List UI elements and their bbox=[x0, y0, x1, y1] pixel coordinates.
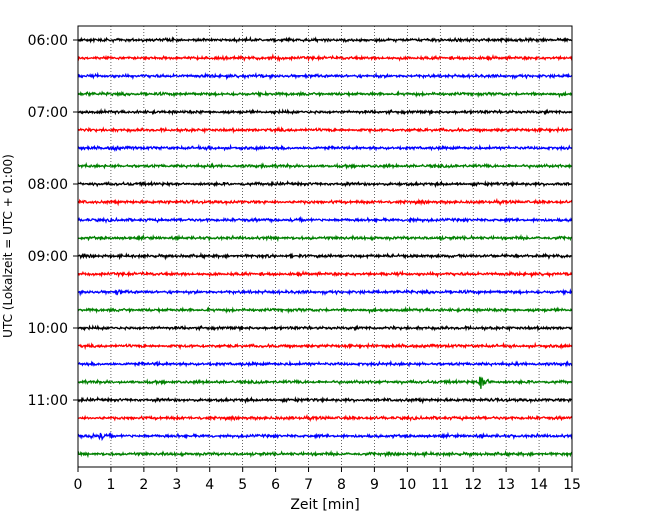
y-axis-label: UTC (Lokalzeit = UTC + 01:00) bbox=[1, 154, 15, 338]
y-axis-ticks: 06:00 07:00 08:00 09:00 10:00 11:00 bbox=[28, 33, 78, 409]
trace-0800 bbox=[77, 180, 573, 189]
trace-0845 bbox=[77, 233, 573, 243]
x-tick-label: 9 bbox=[370, 477, 379, 493]
x-tick-label: 7 bbox=[304, 477, 313, 493]
trace-0830 bbox=[77, 215, 573, 224]
plot-background bbox=[78, 26, 572, 467]
x-tick-label: 11 bbox=[431, 477, 449, 493]
seismogram-traces bbox=[77, 35, 573, 459]
x-tick-label: 12 bbox=[464, 477, 482, 493]
trace-1000 bbox=[77, 324, 573, 333]
trace-0700 bbox=[77, 107, 573, 117]
trace-0630 bbox=[77, 71, 573, 81]
trace-0815 bbox=[77, 197, 573, 207]
plot-frame bbox=[77, 25, 573, 468]
x-tick-label: 14 bbox=[530, 477, 548, 493]
x-axis-label: Zeit [min] bbox=[290, 497, 359, 513]
x-tick-label: 8 bbox=[337, 477, 346, 493]
trace-0615 bbox=[77, 53, 573, 63]
x-tick-label: 2 bbox=[139, 477, 148, 493]
y-tick-label: 10:00 bbox=[28, 321, 68, 337]
trace-1030 bbox=[77, 359, 573, 368]
y-tick-label: 09:00 bbox=[28, 249, 68, 265]
trace-0600 bbox=[77, 35, 573, 44]
y-tick-label: 07:00 bbox=[28, 105, 68, 121]
trace-0930 bbox=[77, 288, 573, 297]
trace-0915 bbox=[77, 269, 573, 279]
trace-0745 bbox=[77, 161, 573, 170]
trace-1145 bbox=[77, 449, 573, 459]
x-axis-ticks: 0 1 2 3 4 5 6 7 8 9 10 11 12 13 14 15 bbox=[74, 467, 581, 493]
y-tick-label: 06:00 bbox=[28, 33, 68, 49]
y-tick-label: 08:00 bbox=[28, 177, 68, 193]
x-tick-label: 4 bbox=[205, 477, 214, 493]
x-tick-label: 3 bbox=[172, 477, 181, 493]
y-tick-label: 11:00 bbox=[28, 393, 68, 409]
trace-0730 bbox=[77, 143, 573, 153]
trace-0715 bbox=[77, 126, 573, 135]
x-tick-label: 1 bbox=[106, 477, 115, 493]
x-tick-label: 0 bbox=[74, 477, 83, 493]
x-tick-label: 6 bbox=[271, 477, 280, 493]
trace-1015 bbox=[77, 341, 573, 351]
trace-1115 bbox=[77, 413, 573, 422]
x-tick-label: 10 bbox=[398, 477, 416, 493]
trace-0945 bbox=[77, 305, 573, 315]
trace-0645 bbox=[77, 89, 573, 99]
trace-1130 bbox=[77, 431, 573, 442]
x-tick-label: 13 bbox=[497, 477, 515, 493]
x-tick-label: 15 bbox=[563, 477, 581, 493]
trace-1100 bbox=[77, 396, 573, 405]
trace-0900 bbox=[77, 251, 573, 261]
x-tick-label: 5 bbox=[238, 477, 247, 493]
trace-1045 bbox=[77, 376, 573, 389]
